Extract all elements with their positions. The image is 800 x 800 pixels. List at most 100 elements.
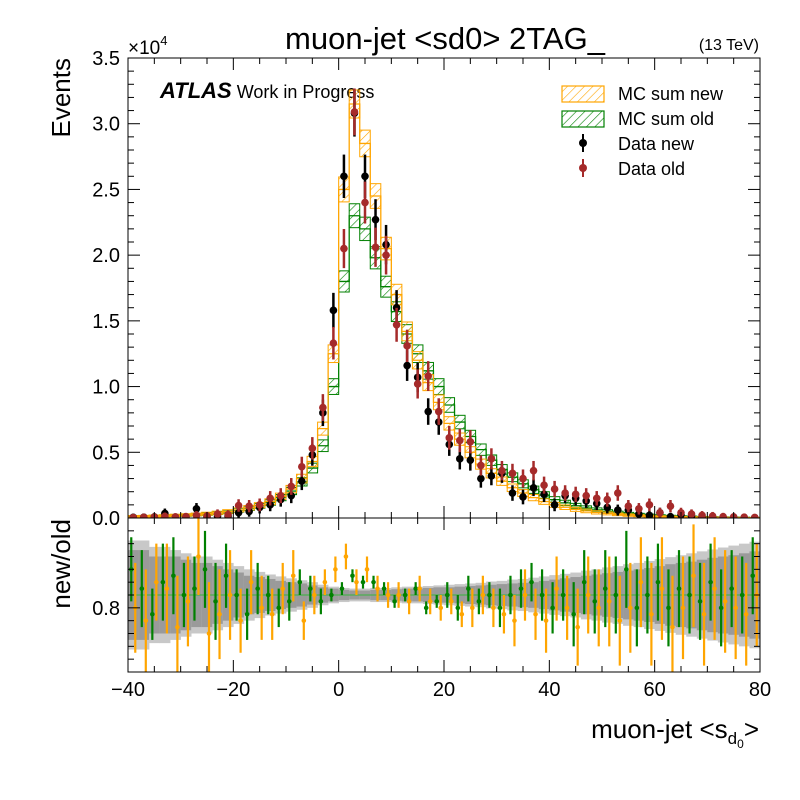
chart-title: muon-jet <sd0> 2TAG_	[285, 21, 606, 56]
ratio-data-point	[522, 592, 528, 598]
data-new-point	[540, 490, 548, 499]
data-old-point	[635, 505, 643, 513]
ratio-mc-point	[602, 586, 608, 591]
data-old-point	[308, 444, 317, 453]
x-tick-label: 40	[538, 679, 560, 701]
ratio-data-point	[606, 599, 612, 604]
ratio-mc-point	[402, 592, 408, 598]
data-old-point	[477, 461, 485, 470]
ratio-data-point	[280, 586, 286, 591]
atlas-label-bold: ATLAS	[159, 78, 232, 103]
data-old-point	[456, 436, 464, 445]
ratio-data-point	[585, 592, 591, 598]
data-new-point	[424, 407, 433, 416]
data-old-point	[540, 481, 548, 489]
data-new-point	[666, 512, 675, 518]
data-old-point	[213, 510, 222, 518]
ratio-data-point	[290, 573, 296, 579]
ratio-mc-point	[213, 599, 218, 604]
atlas-label: ATLAS Work in Progress	[159, 78, 374, 103]
ratio-data-point	[743, 611, 749, 617]
x-axis-label-subsub: 0	[737, 737, 744, 751]
data-old-point	[466, 437, 475, 446]
x-tick-label: 20	[433, 679, 455, 701]
data-old-point	[424, 372, 433, 380]
ratio-mc-point	[508, 592, 513, 598]
ratio-data-point	[164, 586, 170, 591]
y-multiplier-base: ×10	[128, 38, 160, 59]
data-old-point	[255, 501, 264, 509]
data-old-point	[224, 510, 232, 518]
ratio-data-point	[564, 605, 570, 611]
ratio-data-point	[543, 618, 549, 623]
data-new-point	[392, 303, 401, 312]
ratio-data-point	[448, 599, 454, 604]
ratio-mc-point	[718, 605, 724, 611]
ratio-data-point	[438, 605, 444, 611]
x-axis-label-sub: d	[728, 729, 737, 748]
legend-swatch-mc-old	[561, 110, 605, 128]
ratio-mc-point	[192, 586, 197, 591]
x-tick-label: 60	[644, 679, 666, 701]
ratio-mc-point	[150, 611, 155, 617]
data-old-point	[245, 502, 253, 510]
data-old-point	[582, 491, 590, 500]
data-old-point	[624, 502, 633, 510]
data-old-point	[603, 495, 612, 504]
data-new-point	[361, 172, 369, 181]
ratio-data-point	[649, 611, 654, 617]
ratio-mc-point	[476, 599, 482, 604]
ratio-mc-point	[487, 592, 492, 598]
ratio-data-point	[185, 599, 191, 604]
data-old-point	[171, 513, 180, 518]
y-tick-label: 3.0	[92, 114, 120, 136]
data-new-point	[371, 215, 380, 224]
ratio-data-point	[554, 586, 559, 591]
ratio-mc-point	[687, 592, 692, 598]
ratio-data-point	[691, 573, 696, 579]
data-old-point	[571, 490, 580, 499]
ratio-mc-point	[529, 579, 534, 585]
data-old-point	[319, 403, 327, 412]
ratio-mc-point	[339, 586, 345, 591]
data-old-point	[392, 321, 401, 329]
data-old-point	[361, 198, 369, 207]
ratio-mc-point	[308, 586, 313, 591]
ratio-mc-point	[244, 611, 250, 617]
ratio-data-point	[512, 618, 517, 623]
ratio-data-point	[722, 599, 728, 604]
y-multiplier-exponent: 4	[160, 33, 167, 48]
data-old-point	[276, 491, 285, 500]
ratio-mc-point	[329, 592, 334, 598]
ratio-mc-point	[171, 573, 176, 579]
ratio-data-point	[659, 586, 665, 591]
data-old-point	[287, 482, 296, 491]
ratio-mc-point	[255, 586, 260, 591]
ratio-data-point	[196, 554, 201, 559]
ratio-data-point	[701, 611, 707, 617]
ratio-data-point	[322, 579, 328, 585]
data-new-point	[477, 474, 485, 483]
data-new-point	[287, 491, 296, 500]
energy-label: (13 TeV)	[699, 37, 759, 54]
data-old-point	[561, 489, 569, 497]
ratio-data-point	[575, 624, 580, 630]
ratio-data-point	[417, 586, 422, 591]
ratio-mc-point	[350, 573, 355, 579]
y-axis-label: Events	[46, 58, 76, 138]
ratio-data-point	[617, 618, 623, 623]
ratio-mc-point	[645, 592, 650, 598]
ratio-data-point	[680, 605, 686, 611]
ratio-mc-point	[581, 579, 587, 585]
ratio-data-point	[396, 592, 401, 598]
data-old-point	[550, 485, 559, 493]
data-old-point	[192, 511, 201, 518]
data-old-point	[656, 508, 664, 517]
ratio-mc-point	[497, 605, 503, 611]
ratio-mc-point	[286, 599, 292, 604]
ratio-data-point	[406, 599, 412, 604]
legend-marker-data-new	[579, 134, 587, 152]
ratio-mc-point	[624, 567, 629, 572]
ratio-mc-point	[265, 592, 271, 598]
data-old-point	[698, 511, 706, 518]
